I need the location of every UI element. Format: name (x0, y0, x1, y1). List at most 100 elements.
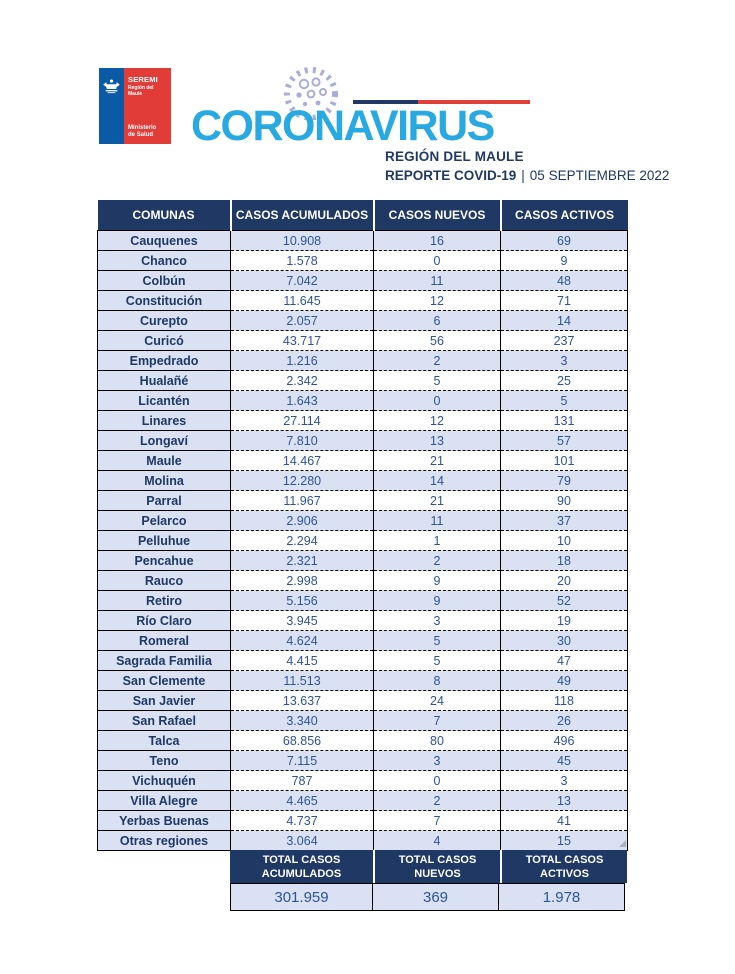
case-value-cell: 131 (500, 410, 628, 431)
report-separator: | (521, 168, 525, 183)
table-row: Pelarco 2.906 11 37 (97, 510, 628, 531)
comuna-name-cell: Villa Alegre (97, 790, 231, 811)
region-title: REGIÓN DEL MAULE (385, 149, 524, 164)
case-value-cell: 12 (373, 290, 501, 311)
case-value-cell: 2.294 (230, 530, 374, 551)
comuna-name-cell: Pencahue (97, 550, 231, 571)
case-value-cell: 1.643 (230, 390, 374, 411)
case-value-cell: 3.945 (230, 610, 374, 631)
case-value-cell: 80 (373, 730, 501, 751)
totals-header-line: NUEVOS (414, 867, 461, 880)
table-row: Teno 7.115 3 45 (97, 750, 628, 771)
case-value-cell: 2.321 (230, 550, 374, 571)
gov-logo-seremi-label: SEREMI (128, 75, 158, 84)
case-value-cell: 71 (500, 290, 628, 311)
case-value-cell: 21 (373, 450, 501, 471)
case-value-cell: 19 (500, 610, 628, 631)
case-value-cell: 3 (500, 350, 628, 371)
table-row: Hualañé 2.342 5 25 (97, 370, 628, 391)
comuna-name-cell: Curicó (97, 330, 231, 351)
table-row: San Rafael 3.340 7 26 (97, 710, 628, 731)
comuna-name-cell: Cauquenes (97, 230, 231, 251)
column-header-activos: CASOS ACTIVOS (499, 200, 628, 231)
totals-header-line: ACTIVOS (540, 867, 589, 880)
case-value-cell: 237 (500, 330, 628, 351)
comuna-name-cell: Retiro (97, 590, 231, 611)
brand-accent-line (353, 100, 530, 104)
gov-logo-region-label: Región del Maule (128, 85, 154, 97)
totals-header-line: ACUMULADOS (261, 867, 342, 880)
case-value-cell: 13 (500, 790, 628, 811)
totals-header-activos: TOTAL CASOS ACTIVOS (500, 850, 627, 883)
case-value-cell: 21 (373, 490, 501, 511)
totals-header-line: TOTAL CASOS (262, 853, 341, 866)
case-value-cell: 4.415 (230, 650, 374, 671)
comuna-name-cell: Pelarco (97, 510, 231, 531)
cell-corner-marker (619, 840, 626, 847)
comuna-name-cell: Colbún (97, 270, 231, 291)
table-row: Constitución 11.645 12 71 (97, 290, 628, 311)
table-row: San Javier 13.637 24 118 (97, 690, 628, 711)
case-value-cell: 2.998 (230, 570, 374, 591)
case-value-cell: 3.064 (230, 830, 374, 851)
report-date: 05 SEPTIEMBRE 2022 (529, 168, 670, 183)
case-value-cell: 13.637 (230, 690, 374, 711)
case-value-cell: 2 (373, 350, 501, 371)
virus-icon (284, 67, 338, 120)
comuna-name-cell: Rauco (97, 570, 231, 591)
case-value-cell: 2.906 (230, 510, 374, 531)
case-value-cell: 5.156 (230, 590, 374, 611)
case-value-cell: 5 (500, 390, 628, 411)
accent-line-red-segment (418, 100, 530, 104)
gov-logo-blue-panel (99, 68, 124, 144)
case-value-cell: 90 (500, 490, 628, 511)
report-meta: REGIÓN DEL MAULE REPORTE COVID-19 | 05 SEP… (385, 149, 669, 183)
table-row: Molina 12.280 14 79 (97, 470, 628, 491)
case-value-cell: 10.908 (230, 230, 374, 251)
case-value-cell: 69 (500, 230, 628, 251)
table-row: Yerbas Buenas 4.737 7 41 (97, 810, 628, 831)
case-value-cell: 13 (373, 430, 501, 451)
case-value-cell: 7 (373, 810, 501, 831)
comuna-name-cell: Curepto (97, 310, 231, 331)
case-value-cell: 5 (373, 370, 501, 391)
table-row: Longaví 7.810 13 57 (97, 430, 628, 451)
case-value-cell: 9 (373, 590, 501, 611)
case-value-cell: 5 (373, 650, 501, 671)
table-row: Parral 11.967 21 90 (97, 490, 628, 511)
totals-values-row: 301.959 369 1.978 (230, 883, 627, 911)
case-value-cell: 4.624 (230, 630, 374, 651)
comuna-name-cell: Longaví (97, 430, 231, 451)
case-value-cell: 20 (500, 570, 628, 591)
comuna-name-cell: Pelluhue (97, 530, 231, 551)
case-value-cell: 2 (373, 790, 501, 811)
case-value-cell: 4 (373, 830, 501, 851)
case-value-cell: 787 (230, 770, 374, 791)
totals-header-row: TOTAL CASOS ACUMULADOS TOTAL CASOS NUEVO… (230, 850, 627, 883)
table-row: Retiro 5.156 9 52 (97, 590, 628, 611)
case-value-cell: 2 (373, 550, 501, 571)
comuna-name-cell: Licantén (97, 390, 231, 411)
case-value-cell: 43.717 (230, 330, 374, 351)
comunas-table: COMUNAS CASOS ACUMULADOS CASOS NUEVOS CA… (97, 200, 628, 851)
total-acumulados-value: 301.959 (230, 883, 373, 911)
comuna-name-cell: Chanco (97, 250, 231, 271)
case-value-cell: 49 (500, 670, 628, 691)
case-value-cell: 3 (373, 750, 501, 771)
case-value-cell: 11.645 (230, 290, 374, 311)
case-value-cell: 14.467 (230, 450, 374, 471)
comuna-name-cell: Molina (97, 470, 231, 491)
case-value-cell: 9 (500, 250, 628, 271)
comuna-name-cell: San Rafael (97, 710, 231, 731)
comuna-name-cell: Romeral (97, 630, 231, 651)
case-value-cell: 56 (373, 330, 501, 351)
table-row: Colbún 7.042 11 48 (97, 270, 628, 291)
column-header-nuevos: CASOS NUEVOS (372, 200, 501, 231)
comunas-table-body: Cauquenes 10.908 16 69 Chanco 1.578 0 9 Colbún 7.… (97, 230, 628, 851)
totals-header-nuevos: TOTAL CASOS NUEVOS (373, 850, 500, 883)
case-value-cell: 11 (373, 270, 501, 291)
accent-line-blue-segment (353, 100, 418, 104)
case-value-cell: 57 (500, 430, 628, 451)
table-row: Otras regiones 3.064 4 15 (97, 830, 628, 851)
